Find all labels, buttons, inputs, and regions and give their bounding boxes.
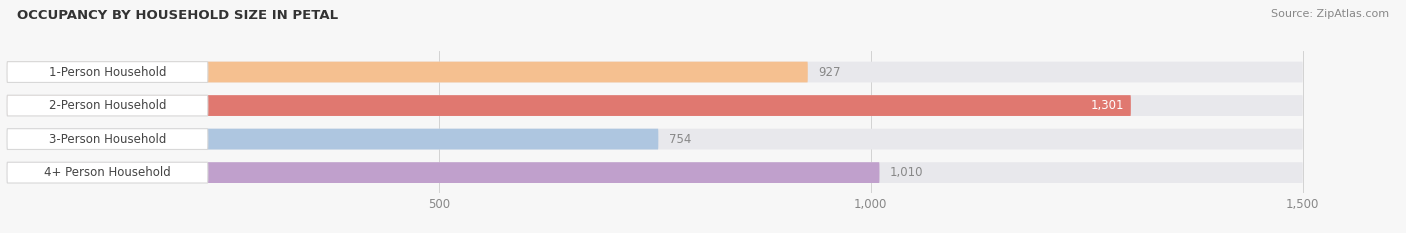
FancyBboxPatch shape <box>7 129 1303 150</box>
FancyBboxPatch shape <box>7 95 208 116</box>
Text: OCCUPANCY BY HOUSEHOLD SIZE IN PETAL: OCCUPANCY BY HOUSEHOLD SIZE IN PETAL <box>17 9 337 22</box>
FancyBboxPatch shape <box>7 129 658 150</box>
FancyBboxPatch shape <box>7 95 1303 116</box>
FancyBboxPatch shape <box>7 162 1303 183</box>
Text: 1-Person Household: 1-Person Household <box>49 65 166 79</box>
FancyBboxPatch shape <box>7 162 880 183</box>
Text: 4+ Person Household: 4+ Person Household <box>44 166 170 179</box>
Text: 754: 754 <box>669 133 692 146</box>
Text: Source: ZipAtlas.com: Source: ZipAtlas.com <box>1271 9 1389 19</box>
FancyBboxPatch shape <box>7 162 208 183</box>
Text: 927: 927 <box>818 65 841 79</box>
Text: 1,301: 1,301 <box>1091 99 1123 112</box>
Text: 3-Person Household: 3-Person Household <box>49 133 166 146</box>
Text: 2-Person Household: 2-Person Household <box>49 99 166 112</box>
FancyBboxPatch shape <box>7 62 808 82</box>
FancyBboxPatch shape <box>7 62 208 82</box>
FancyBboxPatch shape <box>7 62 1303 82</box>
FancyBboxPatch shape <box>7 95 1130 116</box>
Text: 1,010: 1,010 <box>890 166 924 179</box>
FancyBboxPatch shape <box>7 129 208 150</box>
